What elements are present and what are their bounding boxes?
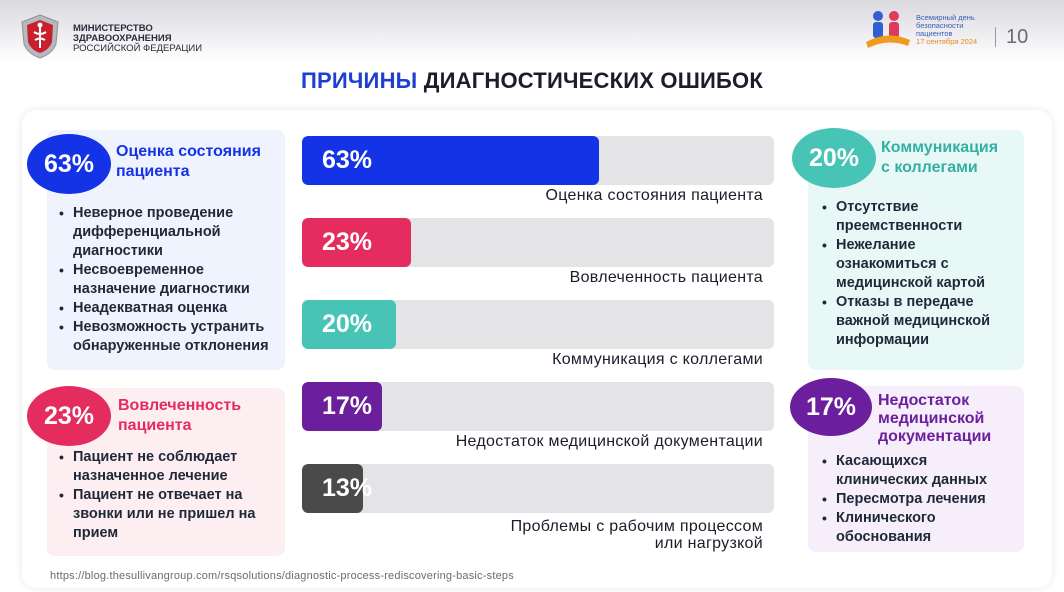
assessment-percent-badge: 63% [27,134,111,194]
list-item: Пациент не соблюдает назначенное лечение [57,448,283,486]
bar-category-label: Недостаток медицинской документации [456,433,763,450]
bar-category-label-line: Оценка состояния пациента [545,187,763,204]
event-line3: пациентов [916,29,953,38]
documentation-title-line3: документации [878,428,992,445]
ministry-line3: РОССИЙСКОЙ ФЕДЕРАЦИИ [73,43,203,54]
bar-category-label: Коммуникация с коллегами [552,351,763,368]
bar-track: 20% [302,300,774,349]
bar-category-label-line: Проблемы с рабочим процессом [510,518,763,535]
list-item: Неверное проведение дифференциальной диа… [57,204,283,261]
communication-title: Коммуникация с коллегами [881,138,998,178]
bar-value-label: 17% [322,392,373,420]
list-item: Отсутствие преемственности [820,198,1020,236]
list-item: Нежелание ознакомиться с медицинской кар… [820,236,1020,293]
bar-track: 63% [302,136,774,185]
assessment-title-line1: Оценка состояния [116,143,261,160]
page-number: 10 [1006,26,1029,48]
documentation-title-line1: Недостаток [878,392,970,409]
documentation-title: Недостаток медицинской документации [878,392,991,446]
list-item: Пациент не отвечает на звонки или не при… [57,486,283,543]
bar-category-label-line: Коммуникация с коллегами [552,351,763,368]
list-item: Касающихся клинических данных [820,452,1020,490]
bar: 17% [302,382,382,431]
documentation-list: Касающихся клинических данных Пересмотра… [820,452,1020,547]
list-item: Несвоевременное назначение диагностики [57,261,283,299]
communication-title-line2: с коллегами [881,159,978,176]
engagement-title: Вовлеченность пациента [118,396,241,436]
documentation-percent-badge: 17% [790,378,872,436]
bar: 20% [302,300,396,349]
list-item: Отказы в передаче важной медицинской инф… [820,293,1020,350]
header-band [0,0,1064,62]
event-line2: безопасности [916,21,964,30]
event-line1: Всемирный день [916,13,975,22]
communication-list: Отсутствие преемственности Нежелание озн… [820,198,1020,350]
bar-track: 23% [302,218,774,267]
bar-category-label: Оценка состояния пациента [546,187,763,204]
ministry-emblem-icon [21,14,59,59]
documentation-title-line2: медицинской [878,410,985,427]
assessment-title: Оценка состояния пациента [116,142,261,182]
bar-category-label-line: Вовлеченность пациента [569,269,763,286]
bar-track: 17% [302,382,774,431]
page-title: ПРИЧИНЫ ДИАГНОСТИЧЕСКИХ ОШИБОК [0,68,1064,94]
bar: 23% [302,218,411,267]
communication-percent-badge: 20% [792,128,876,188]
bar-category-label-line: или нагрузкой [654,535,763,552]
bar-value-label: 23% [322,228,373,256]
title-part1: ПРИЧИНЫ [301,68,418,93]
engagement-title-line1: Вовлеченность [118,397,242,414]
engagement-percent-badge: 23% [27,386,111,446]
event-date: 17 сентября 2024 [916,37,978,46]
patient-safety-day-logo-icon [866,11,910,48]
bar: 13% [302,464,372,513]
source-link[interactable]: https://blog.thesullivangroup.com/rsqsol… [50,570,514,582]
bar: 63% [302,136,599,185]
header-divider [995,27,996,47]
engagement-title-line2: пациента [118,417,192,434]
title-part2: ДИАГНОСТИЧЕСКИХ ОШИБОК [423,68,763,93]
list-item: Клинического обоснования [820,509,1020,547]
card-assessment: Неверное проведение дифференциальной диа… [47,130,285,370]
ministry-name: МИНИСТЕРСТВО ЗДРАВООХРАНЕНИЯ РОССИЙСКОЙ … [73,24,202,54]
assessment-list: Неверное проведение дифференциальной диа… [57,204,283,356]
engagement-list: Пациент не соблюдает назначенное лечение… [57,448,283,543]
bar-value-label: 20% [322,310,373,338]
bar-value-label: 13% [322,474,373,502]
list-item: Неадекватная оценка [57,299,283,318]
communication-title-line1: Коммуникация [881,139,999,156]
bar-track: 13% [302,464,774,513]
ministry-line2: ЗДРАВООХРАНЕНИЯ [73,33,172,44]
bar-value-label: 63% [322,146,373,174]
list-item: Невозможность устранить обнаруженные отк… [57,318,283,356]
event-title: Всемирный день безопасности пациентов 17… [916,14,996,46]
ministry-line1: МИНИСТЕРСТВО [73,23,153,34]
assessment-title-line2: пациента [116,163,190,180]
bar-category-label-line: Недостаток медицинской документации [455,433,763,450]
bar-category-label: Проблемы с рабочим процессом или нагрузко… [511,518,763,552]
bar-category-label: Вовлеченность пациента [570,269,763,286]
list-item: Пересмотра лечения [820,490,1020,509]
